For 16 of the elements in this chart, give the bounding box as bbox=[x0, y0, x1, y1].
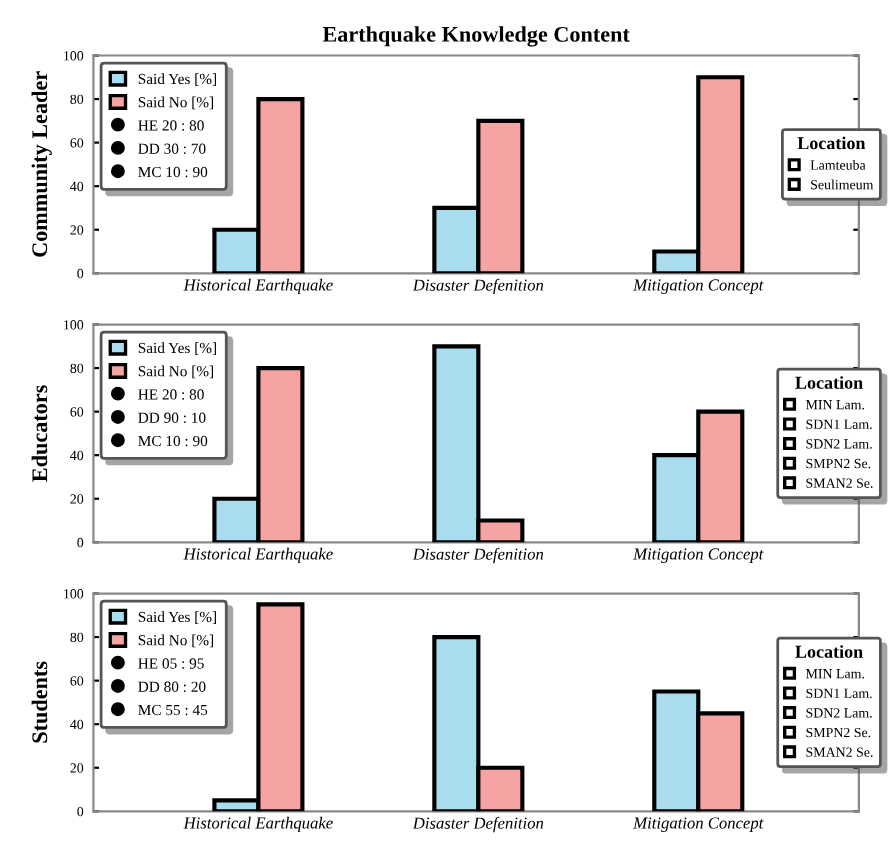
x-tick-label: Disaster Defenition bbox=[412, 278, 544, 295]
x-tick-label: Disaster Defenition bbox=[412, 547, 544, 564]
y-axis-title: Community Leader bbox=[31, 71, 52, 257]
chart-title: Earthquake Knowledge Content bbox=[322, 26, 630, 47]
y-axis-title: Educators bbox=[31, 385, 48, 482]
x-tick-label: Mitigation Concept bbox=[633, 817, 764, 832]
legend-title: Location bbox=[795, 645, 863, 658]
x-tick-label: Mitigation Concept bbox=[633, 279, 764, 294]
x-tick-label: Historical Earthquake bbox=[183, 547, 333, 563]
x-tick-label: Historical Earthquake bbox=[183, 816, 333, 832]
x-tick-label: Mitigation Concept bbox=[633, 548, 764, 563]
x-tick-label: Historical Earthquake bbox=[183, 278, 333, 294]
y-axis-title: Students bbox=[31, 661, 48, 743]
legend-title: Location bbox=[797, 136, 866, 150]
x-tick-label: Disaster Defenition bbox=[412, 816, 544, 833]
legend-title: Location bbox=[795, 376, 863, 389]
